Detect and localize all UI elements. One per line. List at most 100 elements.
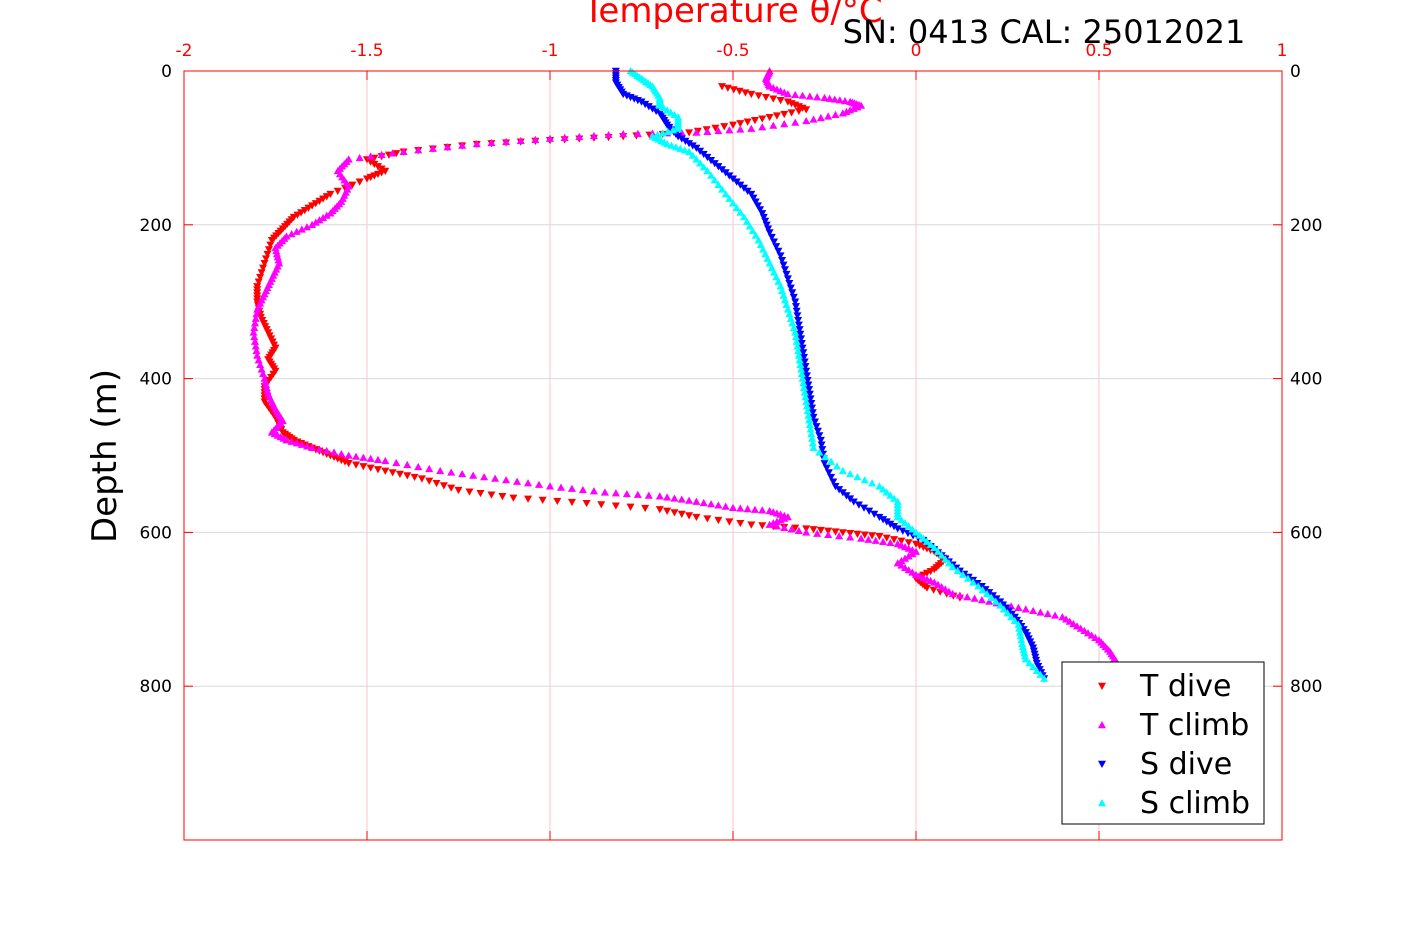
data-point — [806, 395, 815, 403]
data-point — [524, 479, 533, 487]
y-tick-label-right: 800 — [1290, 677, 1322, 697]
data-point — [302, 442, 311, 450]
data-point — [480, 473, 489, 481]
data-point — [798, 91, 807, 99]
data-point — [465, 488, 474, 496]
data-point — [252, 346, 261, 355]
data-point — [824, 530, 833, 539]
data-point — [589, 487, 598, 495]
y-tick-label-right: 200 — [1290, 216, 1322, 236]
data-point — [948, 589, 957, 598]
data-point — [671, 143, 680, 151]
data-point — [753, 202, 762, 210]
data-point — [970, 594, 979, 602]
legend-label: T climb — [1139, 708, 1249, 743]
data-point — [663, 140, 672, 148]
data-point — [860, 531, 869, 539]
data-point — [801, 393, 810, 401]
data-point — [802, 402, 811, 410]
data-point — [809, 115, 818, 123]
series-layer — [249, 67, 1122, 683]
data-point — [447, 468, 456, 476]
data-point — [882, 518, 891, 526]
data-point — [622, 489, 631, 498]
data-point — [696, 159, 705, 167]
data-point — [254, 356, 263, 364]
data-point — [626, 503, 635, 511]
data-point — [890, 536, 899, 544]
data-point — [890, 523, 899, 531]
data-point — [912, 528, 920, 536]
data-point — [985, 597, 994, 605]
data-point — [792, 307, 801, 315]
data-point — [1029, 662, 1038, 671]
data-point — [251, 342, 260, 350]
data-point — [714, 180, 723, 189]
data-point — [297, 225, 306, 233]
data-point — [667, 141, 676, 149]
data-point — [948, 563, 957, 571]
data-point — [953, 566, 962, 575]
x-tick-label: 0 — [911, 41, 922, 61]
data-point — [703, 515, 712, 523]
data-point — [776, 282, 785, 290]
data-point — [800, 388, 809, 396]
data-point — [802, 372, 811, 380]
data-point — [747, 124, 756, 132]
data-point — [794, 346, 803, 355]
data-point — [846, 469, 855, 478]
data-point — [1021, 605, 1030, 613]
series-s-dive — [611, 67, 1049, 683]
data-point — [1021, 655, 1030, 663]
data-point — [808, 404, 817, 412]
data-point — [366, 158, 375, 166]
data-point — [736, 208, 745, 216]
data-point — [720, 123, 729, 131]
data-point — [663, 493, 672, 501]
data-point — [815, 432, 824, 440]
data-point — [611, 502, 620, 510]
data-point — [761, 217, 770, 225]
data-point — [875, 482, 884, 490]
data-point — [824, 112, 833, 120]
data-point — [688, 142, 697, 150]
data-point — [751, 231, 760, 239]
chart-title: SN: 0413 CAL: 25012021 — [843, 13, 1246, 51]
data-point — [794, 107, 803, 115]
legend: T dive T climb S dive S climb — [1061, 661, 1265, 825]
data-point — [791, 328, 800, 336]
data-point — [736, 125, 745, 133]
data-point — [794, 316, 803, 325]
data-point — [803, 376, 812, 385]
data-point — [381, 456, 390, 465]
data-point — [983, 589, 992, 598]
data-point — [1015, 624, 1024, 632]
data-point — [893, 513, 902, 521]
y-tick-label-left: 400 — [140, 370, 172, 390]
data-point — [854, 501, 863, 509]
data-point — [417, 475, 426, 483]
data-point — [743, 118, 752, 126]
data-point — [761, 93, 770, 102]
data-point — [458, 141, 467, 149]
data-point — [509, 494, 518, 502]
x-tick-label: -1 — [542, 41, 559, 61]
data-point — [822, 464, 831, 472]
data-point — [796, 330, 805, 338]
data-point — [1036, 670, 1045, 678]
data-point — [793, 342, 802, 350]
data-point — [955, 591, 964, 599]
data-point — [838, 466, 847, 475]
data-point — [300, 206, 309, 215]
data-point — [1043, 609, 1052, 618]
legend-label: S dive — [1140, 747, 1232, 782]
data-point — [879, 485, 888, 493]
data-point — [1014, 620, 1023, 628]
data-point — [936, 588, 945, 596]
data-point — [865, 507, 874, 515]
legend-label: T dive — [1139, 669, 1231, 704]
data-point — [302, 223, 311, 231]
data-point — [838, 109, 847, 117]
data-point — [963, 574, 972, 582]
data-point — [1017, 636, 1026, 644]
